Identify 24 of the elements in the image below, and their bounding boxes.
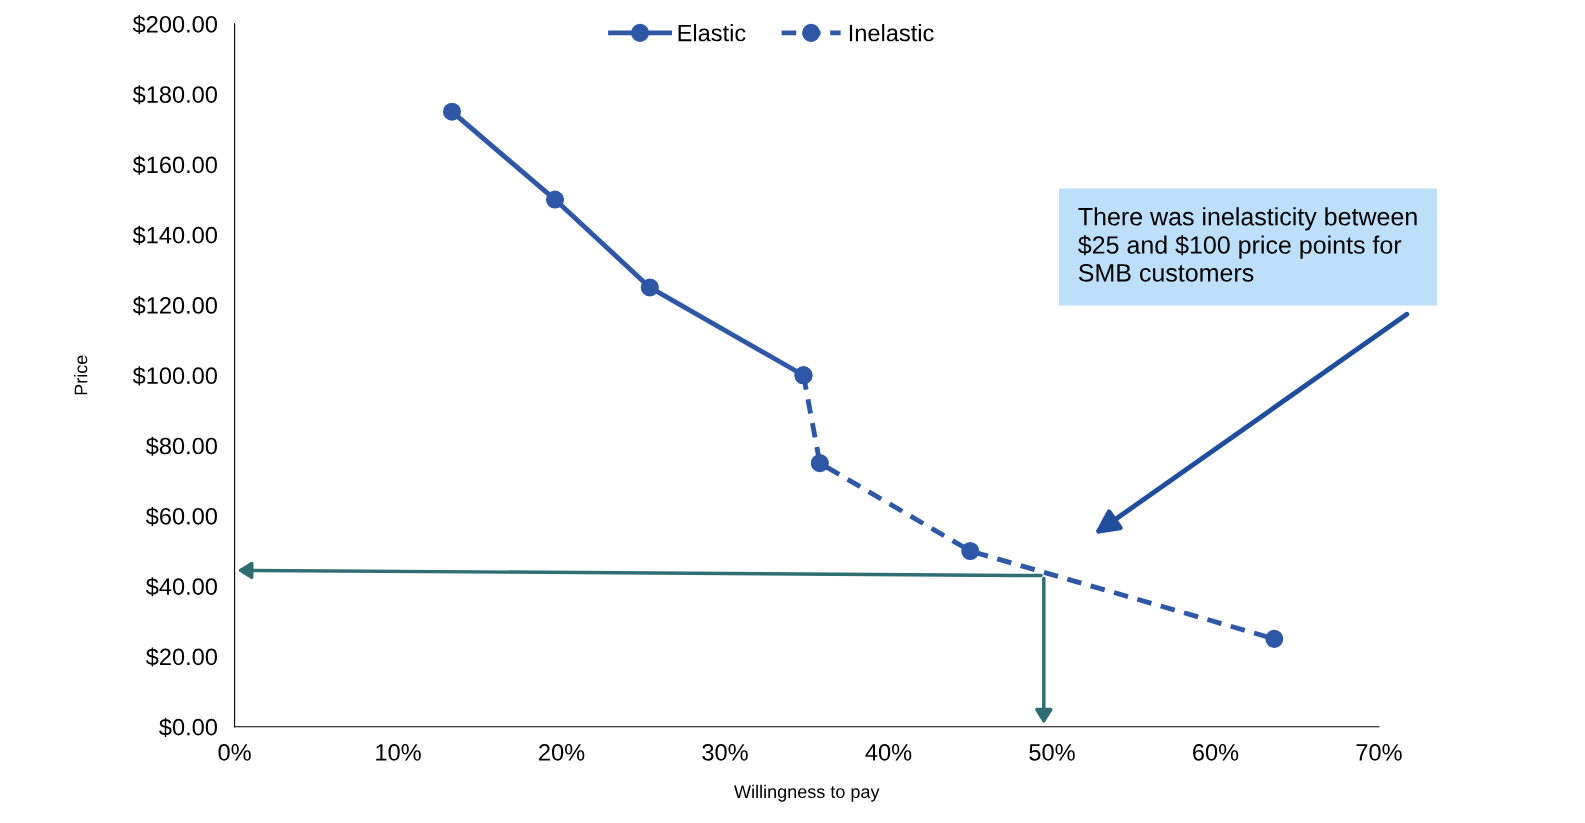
- x-tick-label: 30%: [702, 744, 748, 761]
- y-tick-label: $160.00: [132, 155, 217, 175]
- x-tick-label: 10%: [376, 744, 421, 761]
- x-tick-label: 0%: [218, 744, 251, 761]
- x-axis-title: Willingness to pay: [734, 784, 880, 802]
- y-tick-label: $20.00: [145, 647, 217, 667]
- x-tick-label: 50%: [1029, 744, 1075, 761]
- y-tick-label: $140.00: [132, 225, 217, 245]
- y-tick-label: $60.00: [145, 506, 217, 527]
- x-tick-label: 70%: [1356, 744, 1402, 761]
- x-tick-label: 40%: [865, 744, 912, 761]
- legend-label: Elastic: [678, 24, 746, 42]
- x-tick-label: 60%: [1193, 744, 1239, 761]
- y-tick-label: $120.00: [132, 296, 217, 316]
- y-tick-label: $0.00: [159, 717, 217, 737]
- legend-label: Inelastic: [849, 24, 934, 42]
- annotation: There was inelasticity between $25 and $100 price points for SMB customers: [1078, 207, 1417, 282]
- x-tick-label: 20%: [539, 744, 585, 761]
- y-tick-label: $40.00: [145, 577, 217, 597]
- y-tick-label: $100.00: [132, 366, 217, 386]
- y-tick-label: $80.00: [145, 436, 217, 456]
- y-tick-label: $180.00: [132, 85, 217, 105]
- y-tick-label: $200.00: [132, 14, 217, 35]
- y-axis-title: Price: [74, 355, 88, 395]
